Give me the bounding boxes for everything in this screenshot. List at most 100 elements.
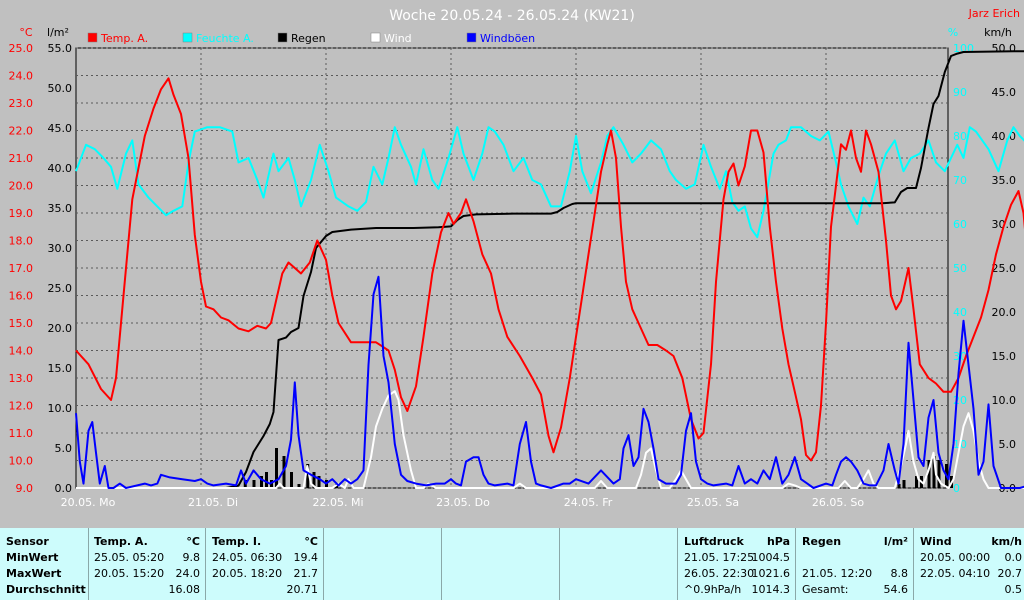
- rain-max-value: 8.8: [890, 567, 909, 580]
- rain-bar: [282, 456, 286, 488]
- humidity-tick-label: 0: [953, 482, 960, 495]
- pressure-max-time: 26.05. 22:30: [684, 567, 755, 580]
- divider: [323, 528, 324, 600]
- weather-chart: Woche 20.05.24 - 26.05.24 (KW21) Jarz Er…: [8, 7, 1024, 509]
- series-line-regen: [76, 50, 1024, 489]
- rain-bar: [297, 484, 301, 488]
- temp-i-title: Temp. I.: [212, 535, 262, 548]
- divider: [441, 528, 442, 600]
- temp-a-average: 16.08: [168, 583, 201, 596]
- legend-swatch: [466, 32, 477, 43]
- rain-title: Regen: [802, 535, 842, 548]
- temp-tick-label: 25.0: [9, 42, 34, 55]
- pressure-average: 1014.3: [751, 583, 791, 596]
- rain-tick-label: 10.0: [48, 402, 73, 415]
- wind-title: Wind: [920, 535, 952, 548]
- row-label-min: MinWert: [6, 551, 59, 564]
- rain-bar: [265, 472, 268, 488]
- axis-ticks: 9.0 10.0 11.0 12.0 13.0 14.0 15.0 16.0 17.0 18.0 1…: [9, 42, 1017, 495]
- temp-i-min-value: 19.4: [293, 551, 319, 564]
- temp-tick-label: 20.0: [9, 180, 34, 193]
- temp-tick-label: 12.0: [9, 400, 34, 413]
- rain-tick-label: 45.0: [48, 122, 73, 135]
- rain-tick-label: 25.0: [48, 282, 73, 295]
- chart-author: Jarz Erich: [968, 7, 1020, 20]
- rain-bar: [306, 464, 310, 488]
- divider: [88, 528, 89, 600]
- rain-tick-label: 40.0: [48, 162, 73, 175]
- legend-label: Wind: [384, 32, 412, 45]
- legend-label: Regen: [291, 32, 326, 45]
- humidity-tick-label: 50: [953, 262, 967, 275]
- temp-i-max-value: 21.7: [293, 567, 319, 580]
- x-tick-label: 23.05. Do: [436, 496, 490, 509]
- wind-tick-label: 25.0: [992, 262, 1017, 275]
- rain-tick-label: 55.0: [48, 42, 73, 55]
- temp-tick-label: 15.0: [9, 317, 34, 330]
- rain-axis-unit: l/m²: [47, 26, 69, 39]
- temp-tick-label: 10.0: [9, 455, 34, 468]
- humidity-tick-label: 70: [953, 174, 967, 187]
- series-line-wind: [76, 390, 1024, 489]
- chart-legend: Temp. A. Feuchte A. Regen Wind Windböen: [87, 32, 535, 45]
- divider: [913, 528, 914, 600]
- humidity-tick-label: 90: [953, 86, 967, 99]
- wind-max-value: 20.7: [997, 567, 1023, 580]
- rain-bar: [915, 476, 918, 488]
- series-line-feuchte-a: [75, 126, 1024, 239]
- legend-swatch: [277, 32, 288, 43]
- rain-bar: [260, 476, 263, 488]
- chart-series: [75, 50, 1024, 489]
- rain-bar: [927, 460, 931, 488]
- wind-max-time: 22.05. 04:10: [920, 567, 991, 580]
- temp-a-max-time: 20.05. 15:20: [94, 567, 165, 580]
- wind-tick-label: 15.0: [992, 350, 1017, 363]
- temp-tick-label: 14.0: [9, 345, 34, 358]
- temp-tick-label: 9.0: [16, 482, 34, 495]
- wind-tick-label: 35.0: [992, 174, 1017, 187]
- rain-bar: [902, 480, 906, 488]
- rain-tick-label: 35.0: [48, 202, 73, 215]
- rain-tick-label: 30.0: [48, 242, 73, 255]
- rain-bar: [932, 456, 936, 488]
- pressure-title: Luftdruck: [684, 535, 744, 548]
- pressure-max-value: 1021.6: [751, 567, 791, 580]
- legend-swatch: [370, 32, 381, 43]
- temp-tick-label: 11.0: [9, 427, 34, 440]
- statistics-panel: [0, 528, 1024, 600]
- rain-bar: [937, 460, 941, 488]
- humidity-axis-unit: %: [948, 26, 958, 39]
- temp-a-max-value: 24.0: [175, 567, 201, 580]
- rain-tick-label: 5.0: [55, 442, 73, 455]
- temp-i-min-time: 24.05. 06:30: [212, 551, 283, 564]
- x-tick-label: 22.05. Mi: [312, 496, 363, 509]
- humidity-tick-label: 20: [953, 394, 967, 407]
- rain-bar: [312, 472, 316, 488]
- divider: [795, 528, 796, 600]
- chart-title: Woche 20.05.24 - 26.05.24 (KW21): [389, 8, 635, 24]
- x-axis-labels: 20.05. Mo 21.05. Di 22.05. Mi 23.05. Do 24.0…: [61, 496, 865, 509]
- wind-tick-label: 10.0: [992, 394, 1017, 407]
- rain-bar: [252, 480, 256, 488]
- temp-tick-label: 16.0: [9, 290, 34, 303]
- temp-tick-label: 21.0: [9, 152, 34, 165]
- temp-tick-label: 13.0: [9, 372, 34, 385]
- temp-a-min-value: 9.8: [182, 551, 201, 564]
- temp-axis-unit: °C: [19, 26, 33, 39]
- temp-tick-label: 18.0: [9, 235, 34, 248]
- rain-total-label: Gesamt:: [802, 583, 849, 596]
- series-line-windböen: [75, 275, 1024, 489]
- x-tick-label: 21.05. Di: [188, 496, 238, 509]
- rain-tick-label: 50.0: [48, 82, 73, 95]
- wind-tick-label: 20.0: [992, 306, 1017, 319]
- divider: [205, 528, 206, 600]
- rain-total-value: 54.6: [883, 583, 909, 596]
- series-line-temp-a: [75, 77, 1024, 462]
- temp-tick-label: 17.0: [9, 262, 34, 275]
- legend-label: Temp. A.: [100, 32, 148, 45]
- row-label-max: MaxWert: [6, 567, 62, 580]
- humidity-tick-label: 40: [953, 306, 967, 319]
- divider: [559, 528, 560, 600]
- wind-tick-label: 5.0: [999, 438, 1017, 451]
- x-tick-label: 24.05. Fr: [564, 496, 613, 509]
